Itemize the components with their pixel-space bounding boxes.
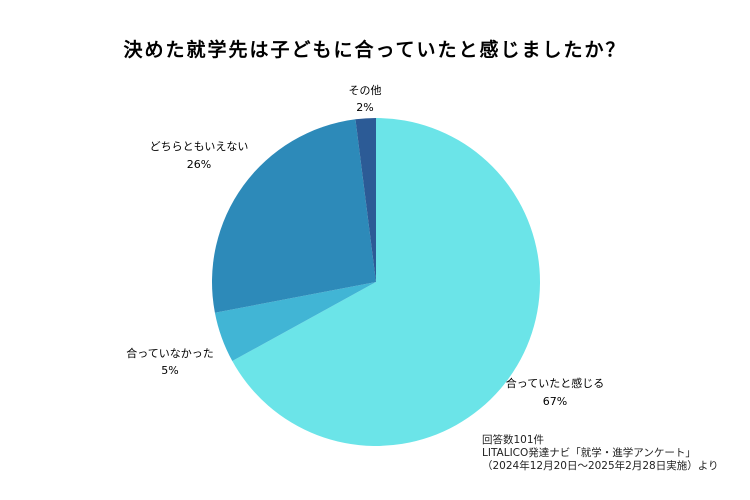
chart-title: 決めた就学先は子どもに合っていたと感じましたか？ (123, 38, 626, 61)
slice-label-not-suited: 合っていなかった (126, 346, 213, 360)
slice-label-other: その他 (349, 84, 382, 97)
pie-slices (212, 118, 540, 447)
source-note: 回答数101件 LITALICO発達ナビ「就学・進学アンケート」 （2024年1… (482, 434, 719, 473)
slice-neither (212, 119, 376, 313)
slice-label-neither: どちらともいえない (150, 140, 249, 153)
survey-source: LITALICO発達ナビ「就学・進学アンケート」 (482, 447, 696, 459)
survey-period: （2024年12月20日～2025年2月28日実施）より (482, 460, 719, 472)
slice-other (355, 118, 376, 282)
slice-pct-not-suited: 5% (161, 364, 178, 377)
slice-pct-neither: 26% (187, 158, 211, 171)
slice-not-suited (214, 282, 376, 362)
slice-label-agreed: 合っていたと感じる (506, 376, 604, 390)
slice-labels: 合っていたと感じる 67% 合っていなかった 5% どちらともいえない 26% … (126, 84, 604, 408)
slice-pct-agreed: 67% (543, 395, 567, 408)
slice-agreed (232, 118, 540, 447)
slice-pct-other: 2% (356, 101, 373, 114)
response-count: 回答数101件 (482, 434, 545, 446)
